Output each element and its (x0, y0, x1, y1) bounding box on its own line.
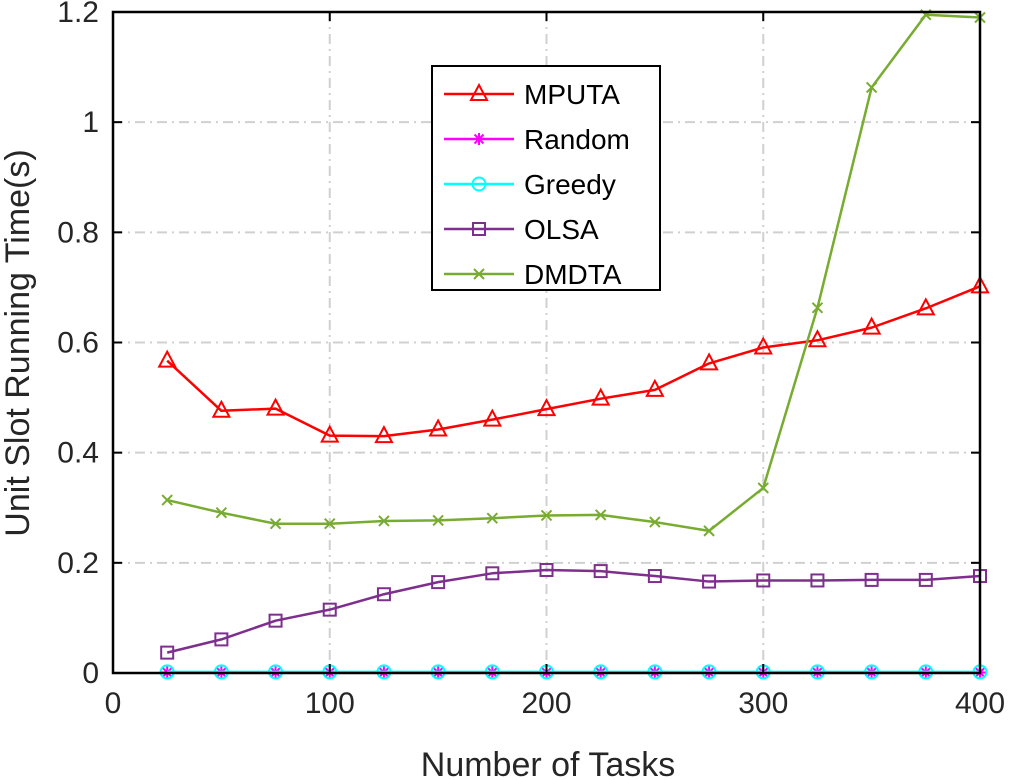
data-point (591, 387, 611, 406)
x-axis-title: Number of Tasks (421, 746, 675, 780)
x-tick-label: 300 (738, 687, 788, 720)
legend-item-dmdta: DMDTA (444, 259, 622, 290)
legend-item-olsa: OLSA (444, 214, 599, 245)
x-tick-label: 100 (305, 687, 355, 720)
x-tick-label: 200 (521, 687, 571, 720)
data-point (374, 425, 394, 444)
data-point (756, 573, 771, 588)
y-tick-label: 1 (82, 106, 99, 139)
data-point (214, 632, 229, 647)
axes (111, 10, 982, 675)
y-tick-label: 0.6 (57, 327, 99, 360)
series-line (166, 285, 981, 438)
data-point (649, 516, 661, 528)
legend: MPUTA Random Greedy OLSA DMDTA (431, 65, 661, 291)
data-point (536, 398, 557, 417)
series-mputa (157, 275, 990, 444)
legend-label: MPUTA (524, 79, 620, 110)
data-point (757, 482, 769, 494)
legend-label: OLSA (524, 214, 599, 245)
series-olsa (160, 562, 987, 660)
data-point (918, 572, 933, 587)
data-point (593, 564, 608, 579)
series-line (166, 13, 981, 533)
legend-marker (473, 133, 485, 145)
tick-labels: 0 100 200 300 400 0 0.2 0.4 0.6 0.8 1 1.2 (57, 0, 1005, 720)
legend-label: Random (524, 124, 630, 155)
data-point (699, 352, 719, 371)
data-point (215, 506, 228, 519)
data-point (810, 573, 825, 588)
data-point (482, 408, 502, 427)
data-point (594, 509, 607, 521)
data-point (861, 316, 882, 335)
data-point (320, 424, 340, 443)
data-point (376, 587, 391, 602)
legend-item-random: Random (444, 124, 630, 155)
data-point (268, 613, 283, 628)
data-point (916, 297, 936, 316)
data-point (540, 509, 553, 522)
data-point (864, 572, 879, 587)
legend-marker (471, 176, 487, 192)
data-point (865, 81, 878, 94)
data-point (703, 525, 715, 537)
data-point (539, 562, 554, 577)
legend-marker (473, 268, 485, 280)
legend-marker (472, 222, 486, 236)
data-point (753, 336, 773, 355)
data-point (265, 397, 286, 416)
y-axis-title: Unit Slot Running Time(s) (0, 149, 37, 536)
data-point (485, 566, 500, 581)
data-point (647, 569, 662, 584)
data-point (432, 514, 444, 527)
y-tick-label: 1.2 (57, 0, 99, 29)
y-tick-label: 0.2 (57, 547, 99, 580)
series-line (166, 568, 981, 654)
data-point (378, 515, 390, 527)
legend-item-mputa: MPUTA (444, 79, 620, 110)
legend-marker (469, 82, 489, 101)
legend-label: DMDTA (524, 259, 622, 290)
data-point (157, 349, 177, 368)
data-point (811, 302, 824, 314)
legend-label: Greedy (524, 169, 616, 200)
data-point (431, 575, 446, 590)
legend-item-greedy: Greedy (444, 169, 616, 200)
legend-box (431, 65, 661, 291)
data-point (428, 418, 448, 437)
y-tick-label: 0.8 (57, 216, 99, 249)
data-point (645, 378, 665, 397)
y-tick-label: 0 (82, 657, 99, 690)
data-point (807, 329, 828, 348)
data-point (322, 602, 337, 617)
data-point (702, 574, 717, 589)
x-tick-label: 400 (955, 687, 1005, 720)
data-point (160, 645, 175, 660)
data-point (161, 494, 173, 506)
data-point (211, 399, 232, 418)
data-point (486, 512, 499, 524)
data-point (269, 518, 282, 530)
x-tick-label: 0 (105, 687, 122, 720)
data-point (324, 518, 336, 530)
y-tick-label: 0.4 (57, 437, 99, 470)
